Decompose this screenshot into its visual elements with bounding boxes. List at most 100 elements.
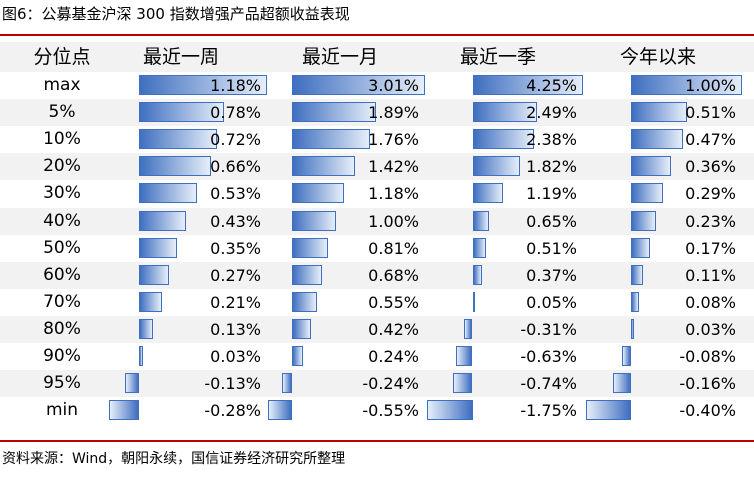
bottom-rule: [0, 440, 754, 442]
cell-value-ytd: 1.00%: [685, 76, 736, 95]
row-label: 10%: [43, 129, 81, 150]
data-bar-week: [139, 291, 163, 312]
data-bar-ytd: [630, 237, 650, 258]
row-label: max: [43, 75, 81, 95]
data-bar-quarter: [472, 129, 535, 150]
cell-value-ytd: 0.17%: [685, 238, 736, 258]
data-bar-week: [139, 346, 143, 366]
cell-value-ytd: 0.23%: [685, 211, 736, 231]
cell-value-ytd: 0.51%: [685, 103, 736, 123]
cell-value-week: 0.78%: [210, 103, 261, 123]
table-row: 20% 0.66% 1.42% 1.82% 0.36%: [0, 153, 754, 181]
table-row: 60% 0.27% 0.68% 0.37% 0.11%: [0, 261, 754, 289]
data-bar-ytd: [612, 373, 631, 394]
cell-value-week: 1.18%: [210, 76, 261, 95]
row-label: 80%: [43, 318, 81, 339]
cell-value-week: -0.28%: [204, 401, 261, 421]
cell-value-quarter: 0.65%: [526, 211, 577, 231]
cell-value-month: 0.24%: [368, 347, 419, 366]
row-label: 5%: [48, 102, 76, 123]
data-bar-ytd: [630, 210, 657, 231]
table-row: 80% 0.13% 0.42% -0.31% 0.03%: [0, 315, 754, 343]
data-bar-quarter: [472, 102, 538, 123]
cell-value-month: 1.89%: [368, 103, 419, 123]
cell-value-quarter: 0.51%: [526, 238, 577, 258]
cell-value-ytd: -0.08%: [679, 347, 736, 366]
table-row: 50% 0.35% 0.81% 0.51% 0.17%: [0, 235, 754, 262]
cell-value-ytd: 0.29%: [685, 184, 736, 204]
data-bar-ytd: [630, 318, 634, 339]
table-row: min -0.28% -0.55% -1.75% -0.40%: [0, 397, 754, 424]
cell-value-week: 0.13%: [210, 319, 261, 339]
data-bar-week: [139, 264, 169, 285]
row-header-label: 分位点: [33, 46, 91, 68]
row-label: 70%: [43, 291, 81, 312]
figure-title: 图6：公募基金沪深 300 指数增强产品超额收益表现: [2, 5, 350, 23]
column-header-quarter: 最近一季: [460, 46, 537, 68]
column-header-month: 最近一月: [302, 46, 379, 68]
row-label: min: [45, 400, 79, 421]
data-bar-quarter: [472, 264, 483, 285]
data-bar-ytd: [630, 264, 643, 285]
cell-value-ytd: 0.08%: [685, 292, 736, 312]
cell-value-week: 0.27%: [210, 265, 261, 285]
cell-value-quarter: -0.63%: [520, 347, 577, 366]
data-bar-ytd: [630, 129, 683, 150]
data-bar-quarter: [472, 156, 520, 177]
cell-value-month: 1.76%: [368, 130, 419, 150]
table-row: 70% 0.21% 0.55% 0.05% 0.08%: [0, 289, 754, 316]
data-bar-week: [125, 373, 140, 394]
data-bar-month: [281, 373, 293, 394]
cell-value-ytd: 0.36%: [685, 157, 736, 177]
data-bar-week: [139, 156, 211, 177]
cell-value-ytd: 0.11%: [685, 265, 736, 285]
data-bar-quarter: [464, 318, 473, 339]
data-bar-quarter: [456, 346, 473, 366]
data-bar-week: [139, 210, 186, 231]
cell-value-month: 1.00%: [368, 211, 419, 231]
cell-value-month: 0.42%: [368, 319, 419, 339]
column-header-week: 最近一周: [143, 46, 220, 68]
data-bar-month: [292, 346, 303, 366]
data-bar-month: [292, 264, 323, 285]
cell-value-month: 1.18%: [368, 184, 419, 204]
row-label: 90%: [43, 346, 81, 366]
cell-value-quarter: 1.82%: [526, 157, 577, 177]
top-rule: [0, 34, 754, 36]
cell-value-week: 0.53%: [210, 184, 261, 204]
data-bar-quarter: [453, 373, 473, 394]
data-bar-month: [292, 129, 370, 150]
data-bar-month: [292, 318, 311, 339]
data-bar-week: [139, 75, 267, 95]
cell-value-quarter: 2.49%: [526, 103, 577, 123]
cell-value-week: 0.66%: [210, 157, 261, 177]
row-label: 60%: [43, 264, 81, 285]
table-row: 95% -0.13% -0.24% -0.74% -0.16%: [0, 370, 754, 398]
cell-value-quarter: -0.31%: [520, 319, 577, 339]
data-bar-month: [292, 75, 425, 95]
data-bar-ytd: [621, 346, 631, 366]
table-row: 30% 0.53% 1.18% 1.19% 0.29%: [0, 180, 754, 207]
row-label: 20%: [43, 156, 81, 177]
header-row: 分位点 最近一周 最近一月 最近一季 今年以来: [0, 42, 754, 72]
data-bar-ytd: [630, 102, 688, 123]
cell-value-week: 0.43%: [210, 211, 261, 231]
data-bar-week: [139, 102, 224, 123]
data-bar-quarter: [427, 400, 473, 421]
data-bar-quarter: [472, 183, 504, 204]
source-note: 资料来源：Wind，朝阳永续，国信证券经济研究所整理: [2, 451, 346, 467]
data-bar-month: [292, 156, 355, 177]
data-bar-ytd: [630, 291, 640, 312]
cell-value-month: 1.42%: [368, 157, 419, 177]
row-label: 95%: [43, 373, 81, 394]
data-bar-quarter: [472, 210, 490, 231]
data-bar-week: [139, 183, 197, 204]
data-bar-month: [292, 237, 328, 258]
table-row: 40% 0.43% 1.00% 0.65% 0.23%: [0, 207, 754, 235]
cell-value-month: 0.55%: [368, 292, 419, 312]
row-label: 50%: [43, 237, 81, 258]
cell-value-quarter: 1.19%: [526, 184, 577, 204]
table-row: 90% 0.03% 0.24% -0.63% -0.08%: [0, 343, 754, 370]
cell-value-ytd: 0.47%: [685, 130, 736, 150]
row-label: 30%: [43, 183, 81, 204]
